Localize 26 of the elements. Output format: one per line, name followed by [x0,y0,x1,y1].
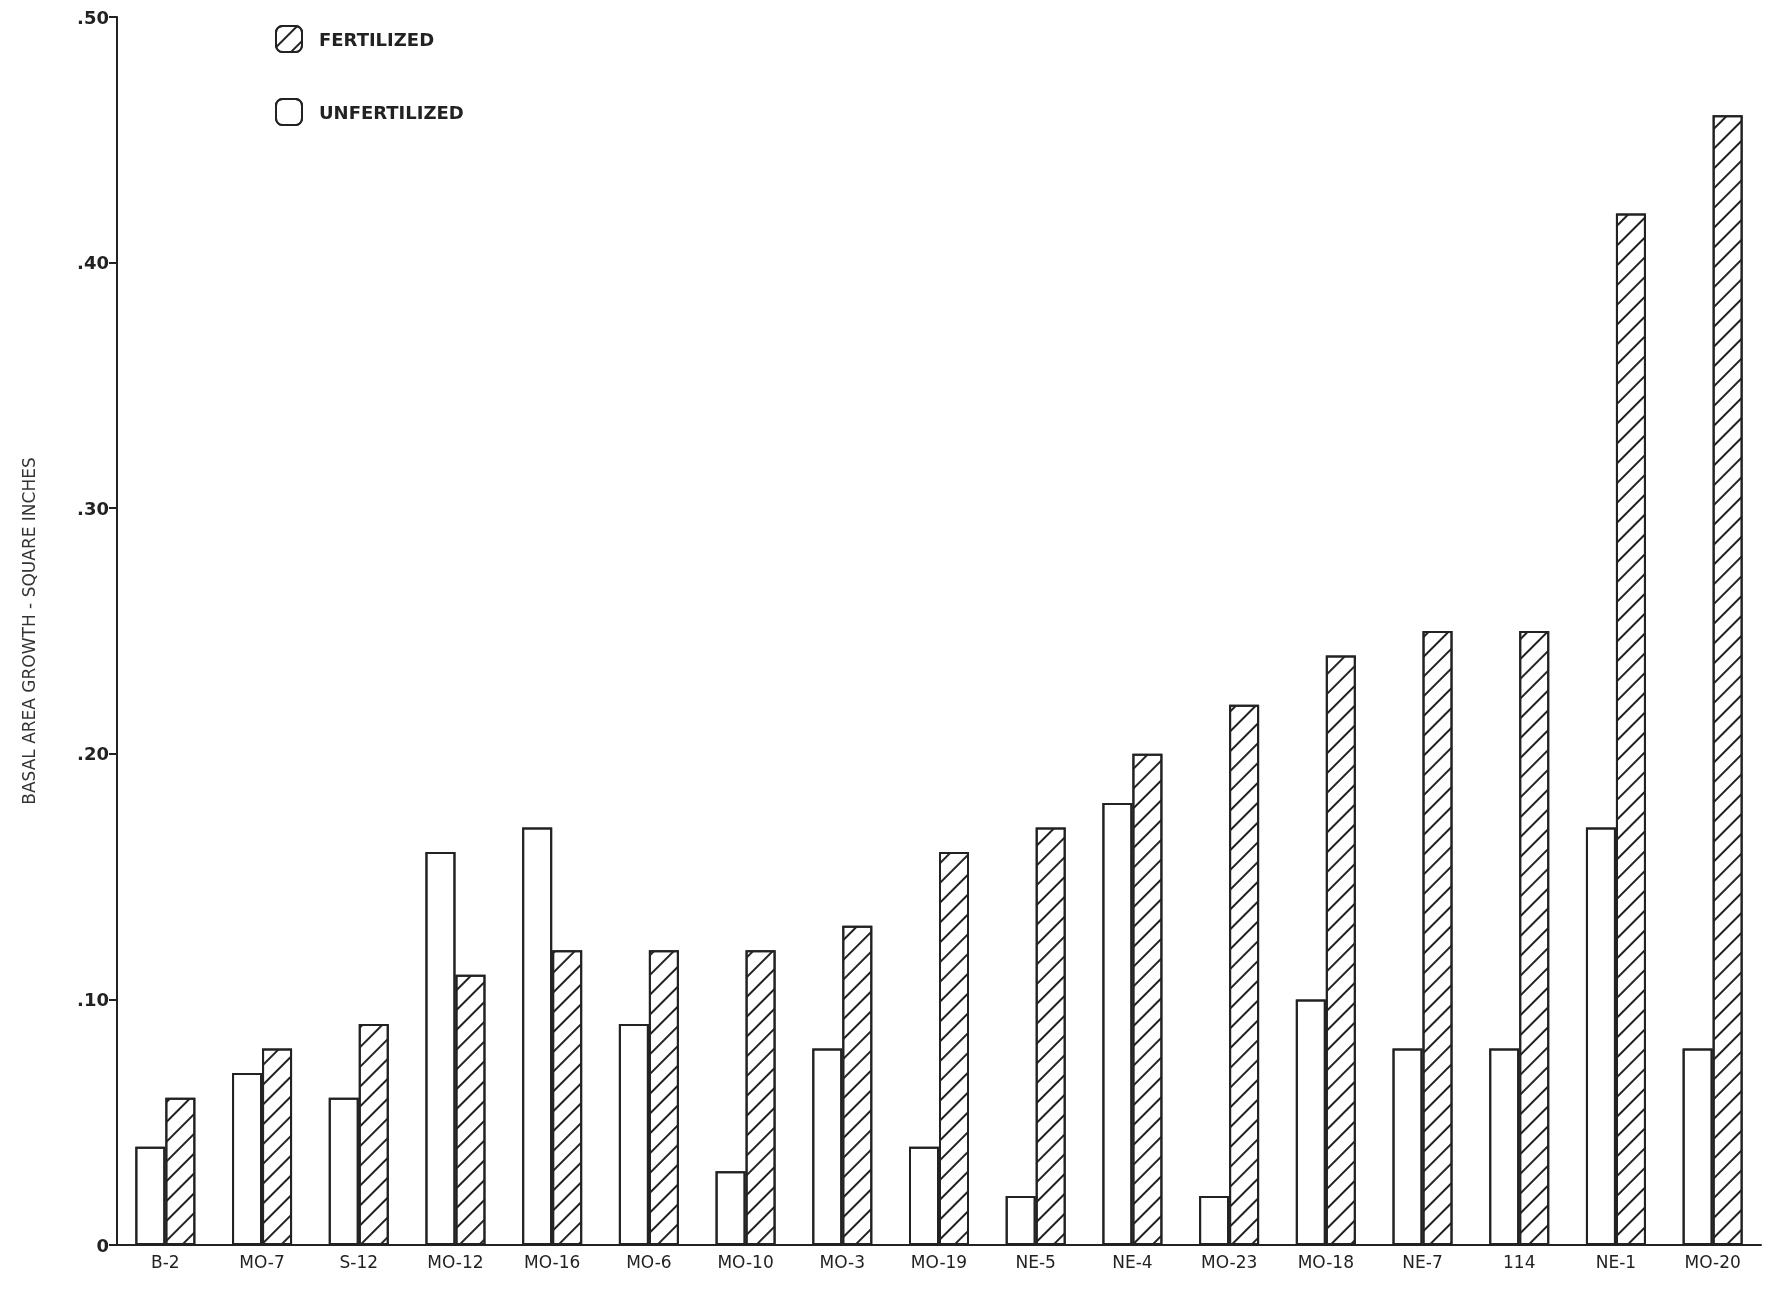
y-axis-title: BASAL AREA GROWTH - SQUARE INCHES [18,457,39,805]
legend-label: FERTILIZED [319,28,435,50]
y-tick-label: .10 [77,988,109,1010]
x-tick-label: MO-18 [1297,1251,1354,1272]
y-tick-label: .30 [77,497,109,519]
x-tick-label: NE-5 [1015,1251,1056,1272]
x-tick-label: MO-12 [427,1251,484,1272]
x-tick-label: 114 [1503,1251,1536,1272]
x-tick-label: MO-16 [524,1251,581,1272]
x-tick-label: NE-7 [1402,1251,1443,1272]
x-tick-label: NE-4 [1112,1251,1153,1272]
x-tick-label: S-12 [339,1251,379,1272]
x-tick-label: MO-20 [1684,1251,1741,1272]
y-tick-label: .40 [77,252,109,274]
y-tick-label: .20 [77,743,109,765]
y-tick-label: 0 [96,1234,109,1256]
x-tick-label: MO-19 [910,1251,968,1272]
x-tick-label: MO-6 [626,1251,672,1272]
x-tick-label: MO-7 [239,1251,285,1272]
x-tick-label: MO-23 [1200,1251,1258,1272]
x-tick-label: B-2 [151,1251,180,1272]
y-tick-label: .50 [77,6,109,28]
x-tick-label: MO-3 [819,1251,866,1272]
x-tick-label: NE-1 [1595,1251,1637,1272]
legend-label: UNFERTILIZED [319,101,464,123]
x-tick-label: MO-10 [717,1251,774,1272]
